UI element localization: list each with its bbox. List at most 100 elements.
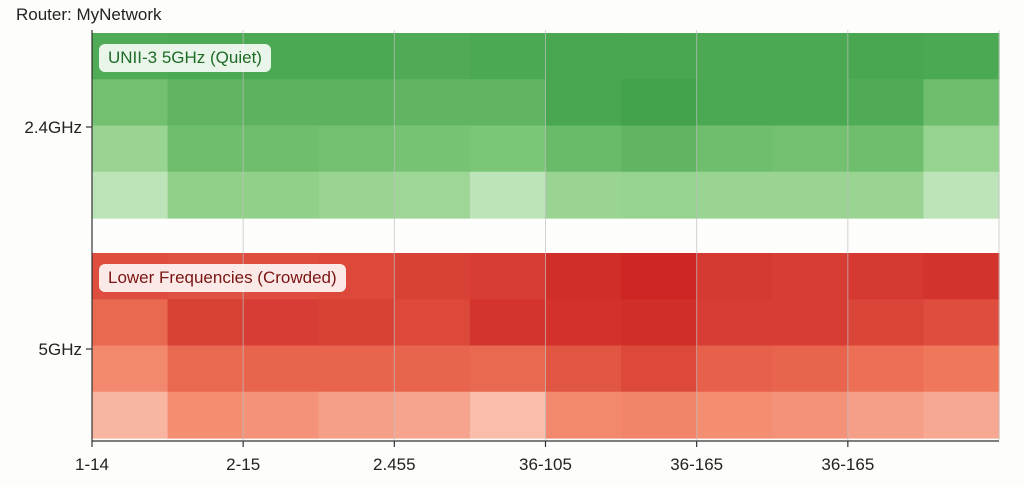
heatmap-cell — [318, 79, 395, 127]
heatmap-cell — [621, 391, 698, 439]
heatmap-cell — [318, 171, 395, 219]
heatmap-cell — [318, 345, 395, 393]
heatmap-cell — [621, 125, 698, 173]
heatmap-cell — [394, 391, 471, 439]
heatmap-cell — [847, 79, 925, 127]
heatmap-cell — [847, 391, 925, 439]
heatmap-cell — [696, 345, 773, 393]
heatmap-cell — [545, 253, 622, 300]
heatmap-cell — [923, 125, 1000, 173]
heatmap-cell — [92, 125, 169, 173]
x-tick-labels: 1-14 2-15 2.455 36-105 36-165 36-165 — [75, 441, 874, 474]
heatmap-cell — [545, 125, 622, 173]
heatmap-cell — [394, 345, 471, 393]
heatmap-cell — [243, 345, 320, 393]
heatmap-cell — [243, 171, 320, 219]
page-title: Router: MyNetwork — [16, 5, 162, 24]
heatmap-cell — [923, 171, 1000, 219]
heatmap-cell — [167, 391, 244, 439]
heatmap-cell — [847, 345, 925, 393]
heatmap-cell — [469, 299, 547, 347]
heatmap-cell — [318, 125, 395, 173]
heatmap-cell — [167, 79, 244, 127]
heatmap-cell — [696, 253, 773, 300]
heatmap-cell — [318, 33, 395, 80]
heatmap-cell — [243, 391, 320, 439]
heatmap-cell — [772, 171, 849, 219]
heatmap-cell — [92, 391, 169, 439]
x-tick-label: 1-14 — [75, 455, 109, 474]
heatmap-cell — [167, 345, 244, 393]
heatmap-cell — [696, 33, 773, 80]
heatmap-cell — [923, 345, 1000, 393]
heatmap-cell — [772, 125, 849, 173]
heatmap-cell — [545, 79, 622, 127]
heatmap-cell — [621, 253, 698, 300]
x-tick-label: 36-105 — [519, 455, 572, 474]
heatmap-cell — [92, 299, 169, 347]
heatmap-cell — [318, 391, 395, 439]
heatmap-cell — [318, 299, 395, 347]
heatmap-cell — [621, 299, 698, 347]
heatmap-cell — [469, 253, 547, 300]
band-annotation-quiet: UNII-3 5GHz (Quiet) — [99, 44, 271, 72]
y-tick-label: 5GHz — [39, 340, 82, 359]
heatmap-cell — [92, 79, 169, 127]
heatmap-cell — [621, 79, 698, 127]
x-tick-label: 2.455 — [373, 455, 416, 474]
heatmap-cell — [923, 391, 1000, 439]
heatmap-cell — [696, 299, 773, 347]
x-tick-label: 36-165 — [821, 455, 874, 474]
heatmap-cell — [923, 79, 1000, 127]
heatmap-cell — [545, 345, 622, 393]
heatmap-cell — [167, 125, 244, 173]
heatmap-cells — [92, 33, 1000, 439]
heatmap-cell — [243, 299, 320, 347]
heatmap-cell — [394, 253, 471, 300]
heatmap-cell — [394, 171, 471, 219]
heatmap-cell — [545, 299, 622, 347]
heatmap-cell — [696, 79, 773, 127]
heatmap-cell — [394, 125, 471, 173]
heatmap-cell — [621, 345, 698, 393]
heatmap-cell — [772, 79, 849, 127]
heatmap-cell — [243, 79, 320, 127]
heatmap-cell — [469, 345, 547, 393]
x-tick-label: 2-15 — [226, 455, 260, 474]
y-tick-label: 2.4GHz — [24, 118, 82, 137]
heatmap-cell — [394, 79, 471, 127]
heatmap-cell — [167, 299, 244, 347]
heatmap-cell — [469, 391, 547, 439]
heatmap-cell — [847, 299, 925, 347]
heatmap-cell — [394, 299, 471, 347]
heatmap-cell — [772, 391, 849, 439]
heatmap-cell — [923, 253, 1000, 300]
x-tick-label: 36-165 — [670, 455, 723, 474]
heatmap-cell — [394, 33, 471, 80]
heatmap-cell — [243, 125, 320, 173]
heatmap-cell — [469, 171, 547, 219]
heatmap-cell — [696, 391, 773, 439]
heatmap-cell — [469, 125, 547, 173]
heatmap-cell — [847, 171, 925, 219]
heatmap-cell — [545, 391, 622, 439]
heatmap-cell — [696, 171, 773, 219]
heatmap-cell — [772, 345, 849, 393]
heatmap-cell — [772, 253, 849, 300]
heatmap-cell — [545, 33, 622, 80]
heatmap-cell — [545, 171, 622, 219]
heatmap-cell — [696, 125, 773, 173]
heatmap-cell — [923, 33, 1000, 80]
heatmap-cell — [847, 33, 925, 80]
y-tick-labels: 2.4GHz 5GHz — [24, 118, 92, 359]
heatmap-cell — [847, 253, 925, 300]
heatmap-cell — [167, 171, 244, 219]
heatmap-cell — [847, 125, 925, 173]
heatmap-cell — [92, 171, 169, 219]
heatmap-cell — [621, 171, 698, 219]
heatmap-cell — [92, 345, 169, 393]
heatmap-cell — [772, 299, 849, 347]
heatmap-cell — [469, 79, 547, 127]
heatmap-cell — [772, 33, 849, 80]
